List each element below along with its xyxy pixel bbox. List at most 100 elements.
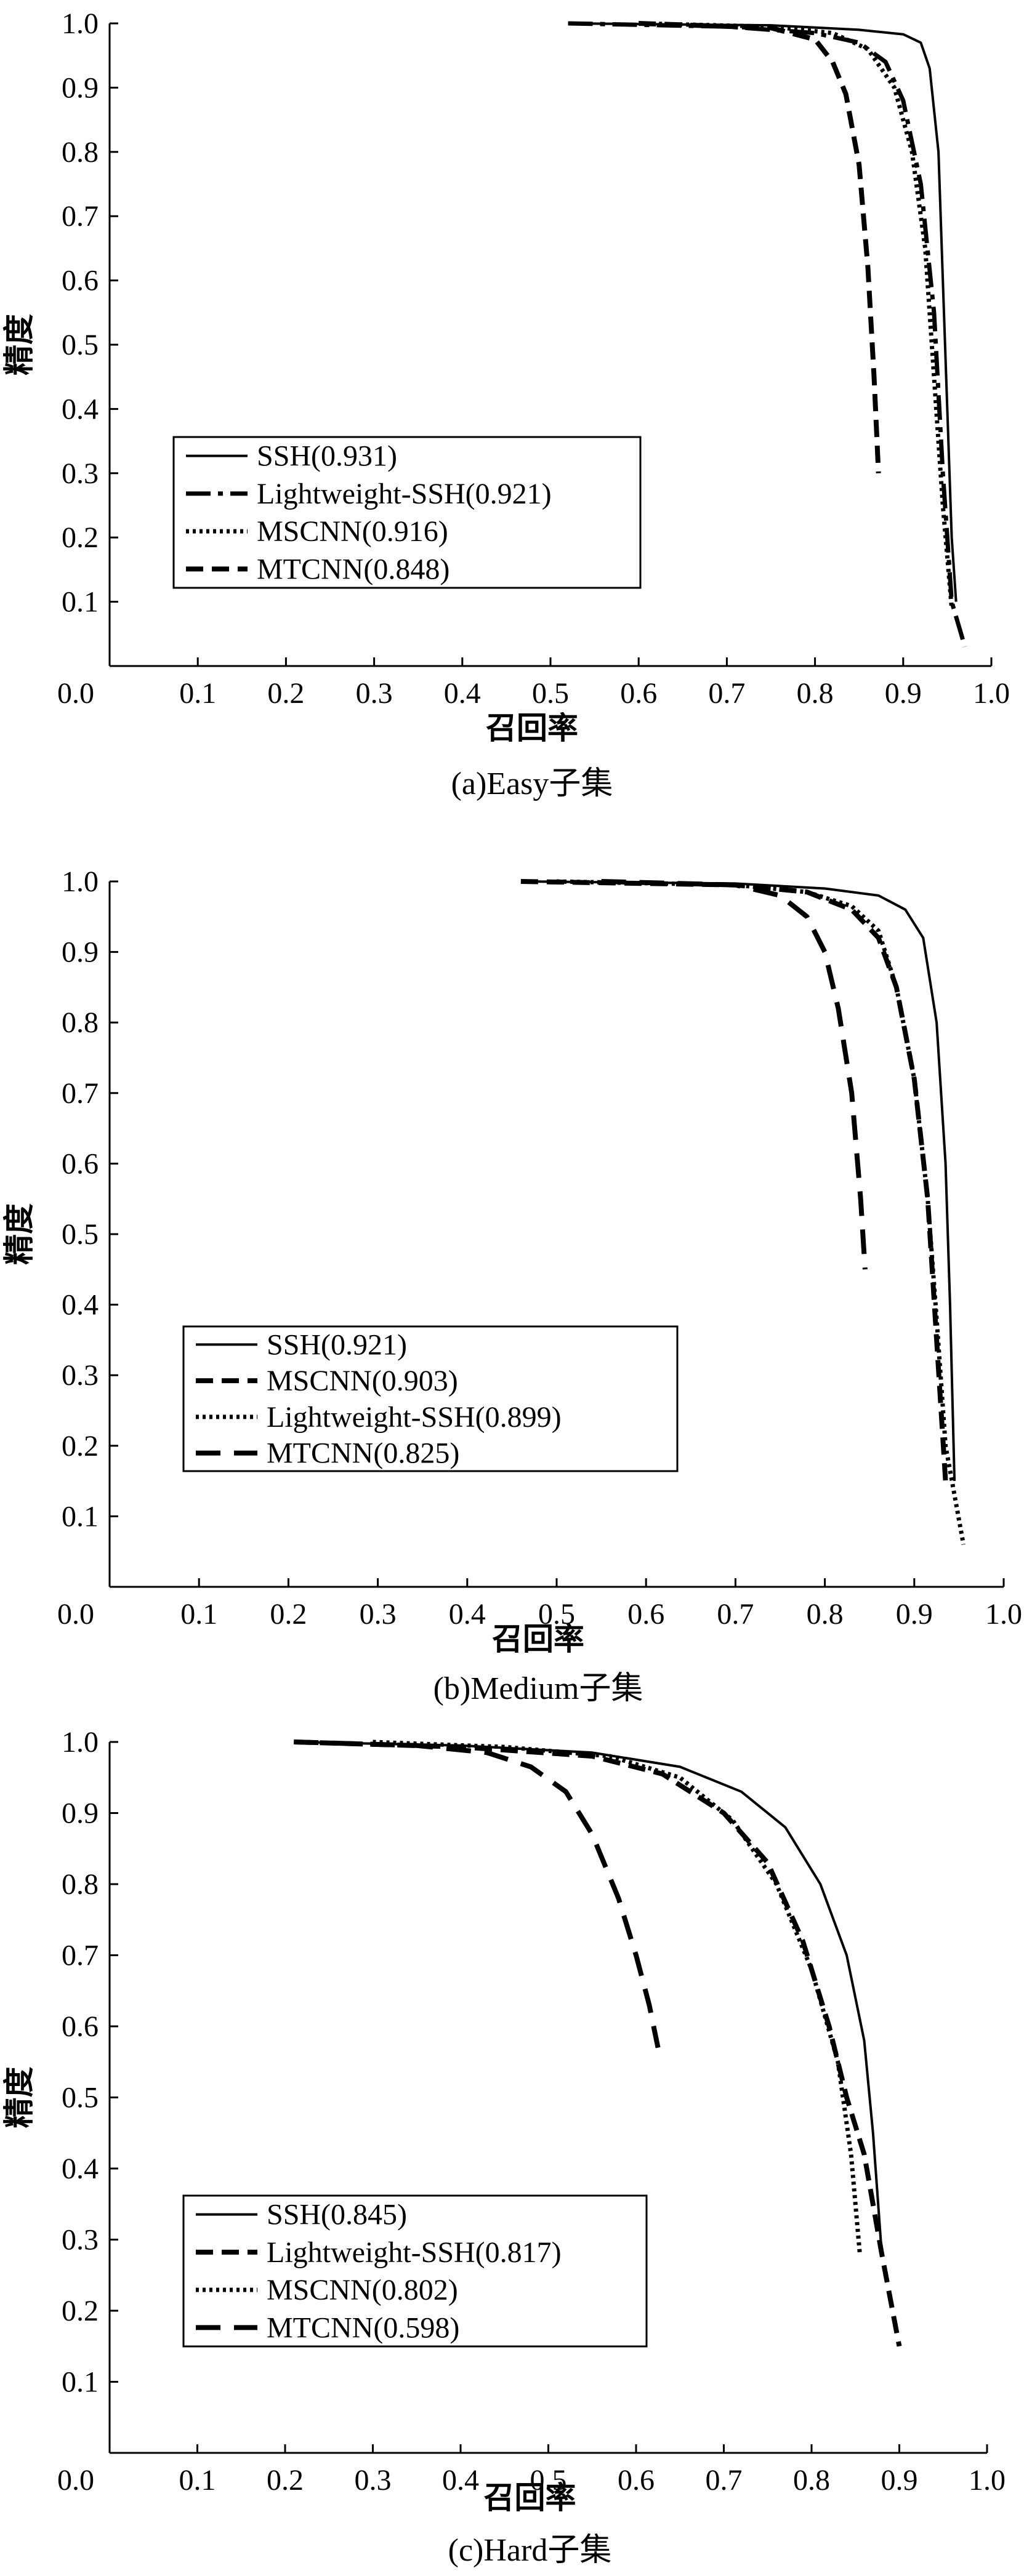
y-tick-label: 1.0 xyxy=(62,1726,99,1759)
y-tick-label: 0.6 xyxy=(62,1147,99,1180)
x-tick-label: 0.1 xyxy=(179,2464,216,2497)
x-tick-label: 0.3 xyxy=(355,2464,392,2497)
x-tick-label: 0.1 xyxy=(180,1598,217,1631)
x-tick-label: 0.8 xyxy=(797,677,834,710)
y-tick-label: 0.5 xyxy=(62,2082,99,2114)
y-tick-label: 0.1 xyxy=(62,586,99,619)
series-line-3 xyxy=(294,1739,661,2048)
x-tick-label: 1.0 xyxy=(985,1598,1022,1631)
y-tick-label: 0.8 xyxy=(62,136,99,169)
y-tick-label: 0.9 xyxy=(62,1797,99,1830)
y-tick-label: 0.2 xyxy=(62,1430,99,1463)
y-tick-label: 0.4 xyxy=(62,2153,99,2185)
legend-entry: MSCNN(0.802) xyxy=(267,2274,458,2306)
x-tick-label: 0.4 xyxy=(449,1598,486,1631)
y-tick-label: 0.6 xyxy=(62,265,99,297)
legend-entry: SSH(0.931) xyxy=(257,440,397,473)
y-tick-label: 0.9 xyxy=(62,71,99,104)
y-tick-label: 1.0 xyxy=(62,7,99,40)
x-tick-label: 0.0 xyxy=(57,2464,94,2497)
x-tick-label: 0.9 xyxy=(885,677,922,710)
series-line-2 xyxy=(556,879,966,1545)
y-tick-label: 0.2 xyxy=(62,521,99,554)
y-tick-label: 0.4 xyxy=(62,393,99,425)
legend-box xyxy=(182,2194,648,2348)
y-tick-label: 0.3 xyxy=(62,2224,99,2257)
legend-entry: MTCNN(0.598) xyxy=(267,2311,459,2344)
y-axis-label: 精度 xyxy=(1,2067,37,2129)
legend-entry: MSCNN(0.916) xyxy=(257,515,448,548)
legend-entry: Lightweight-SSH(0.899) xyxy=(267,1401,562,1434)
legend-box xyxy=(172,436,642,589)
series-line-3 xyxy=(639,21,881,473)
x-tick-label: 0.5 xyxy=(532,677,569,710)
series-line-2 xyxy=(639,21,954,609)
x-tick-label: 1.0 xyxy=(973,677,1010,710)
y-tick-label: 0.8 xyxy=(62,1006,99,1039)
series-line-0 xyxy=(294,1741,883,2254)
x-tick-label: 0.8 xyxy=(807,1598,844,1631)
series-line-0 xyxy=(568,22,957,602)
y-tick-label: 0.7 xyxy=(62,1077,99,1110)
x-tick-label: 0.7 xyxy=(708,677,745,710)
x-tick-label: 0.0 xyxy=(57,1598,94,1631)
x-tick-label: 0.5 xyxy=(538,1598,575,1631)
x-tick-label: 0.2 xyxy=(270,1598,307,1631)
x-tick-label: 0.5 xyxy=(530,2464,567,2497)
x-tick-label: 1.0 xyxy=(969,2464,1006,2497)
legend-entry: MSCNN(0.903) xyxy=(267,1365,458,1397)
legend-entry: MTCNN(0.848) xyxy=(257,553,450,585)
x-tick-label: 0.7 xyxy=(706,2464,743,2497)
y-tick-label: 0.8 xyxy=(62,1868,99,1901)
y-tick-label: 0.3 xyxy=(62,1359,99,1392)
x-tick-label: 0.2 xyxy=(267,677,304,710)
legend-entry: SSH(0.845) xyxy=(267,2199,407,2231)
x-tick-label: 0.7 xyxy=(717,1598,754,1631)
chart-caption: (b)Medium子集 xyxy=(433,1671,643,1706)
y-tick-label: 0.4 xyxy=(62,1289,99,1322)
x-axis-label: 召回率 xyxy=(492,1621,584,1657)
y-tick-label: 0.3 xyxy=(62,457,99,490)
chart-panel-hard: 0.0 0.1 0.2 0.3 0.4 0.5 0.6 0.7 0.8 0.9 1.0 0.1 0.2 0… xyxy=(1,1726,1006,2568)
legend-entry: Lightweight-SSH(0.817) xyxy=(267,2236,562,2269)
x-tick-label: 0.3 xyxy=(360,1598,397,1631)
y-tick-label: 0.7 xyxy=(62,1940,99,1972)
x-tick-label: 0.3 xyxy=(356,677,393,710)
x-axis-label: 召回率 xyxy=(486,710,578,746)
x-tick-label: 0.4 xyxy=(442,2464,479,2497)
y-tick-label: 0.6 xyxy=(62,2010,99,2043)
x-tick-label: 0.0 xyxy=(57,677,94,710)
x-tick-label: 0.6 xyxy=(627,1598,664,1631)
x-tick-label: 0.4 xyxy=(444,677,481,710)
series-line-3 xyxy=(601,879,868,1270)
x-axis-label: 召回率 xyxy=(484,2479,576,2516)
legend-box xyxy=(182,1325,679,1472)
y-tick-label: 1.0 xyxy=(62,865,99,898)
series-line-2 xyxy=(373,1739,862,2254)
y-tick-label: 0.1 xyxy=(62,2366,99,2399)
legend-entry: SSH(0.921) xyxy=(267,1328,407,1361)
y-tick-label: 0.7 xyxy=(62,200,99,233)
chart-panel-medium: 0.0 0.1 0.2 0.3 0.4 0.5 0.6 0.7 0.8 0.9 1.0 0.1 0.2 0… xyxy=(1,865,1022,1706)
y-tick-label: 0.1 xyxy=(62,1500,99,1533)
x-tick-label: 0.2 xyxy=(267,2464,304,2497)
legend-entry: MTCNN(0.825) xyxy=(267,1437,459,1470)
y-tick-label: 0.9 xyxy=(62,936,99,969)
y-axis-label: 精度 xyxy=(1,314,37,375)
chart-panel-easy: 0.0 0.1 0.2 0.3 0.4 0.5 0.6 0.7 0.8 0.9 1.0 0.1 0.2 0… xyxy=(1,7,1010,801)
x-tick-label: 0.1 xyxy=(179,677,216,710)
x-tick-label: 0.6 xyxy=(620,677,657,710)
y-tick-label: 0.5 xyxy=(62,1218,99,1251)
x-tick-label: 0.9 xyxy=(896,1598,933,1631)
y-axis-label: 精度 xyxy=(1,1203,37,1265)
x-tick-label: 0.9 xyxy=(881,2464,918,2497)
chart-caption: (a)Easy子集 xyxy=(451,766,613,801)
x-tick-label: 0.6 xyxy=(618,2464,655,2497)
chart-caption: (c)Hard子集 xyxy=(448,2533,612,2568)
y-tick-label: 0.2 xyxy=(62,2295,99,2327)
x-tick-label: 0.8 xyxy=(793,2464,830,2497)
series-line-0 xyxy=(520,880,956,1482)
y-tick-label: 0.5 xyxy=(62,329,99,361)
legend-entry: Lightweight-SSH(0.921) xyxy=(257,478,552,510)
